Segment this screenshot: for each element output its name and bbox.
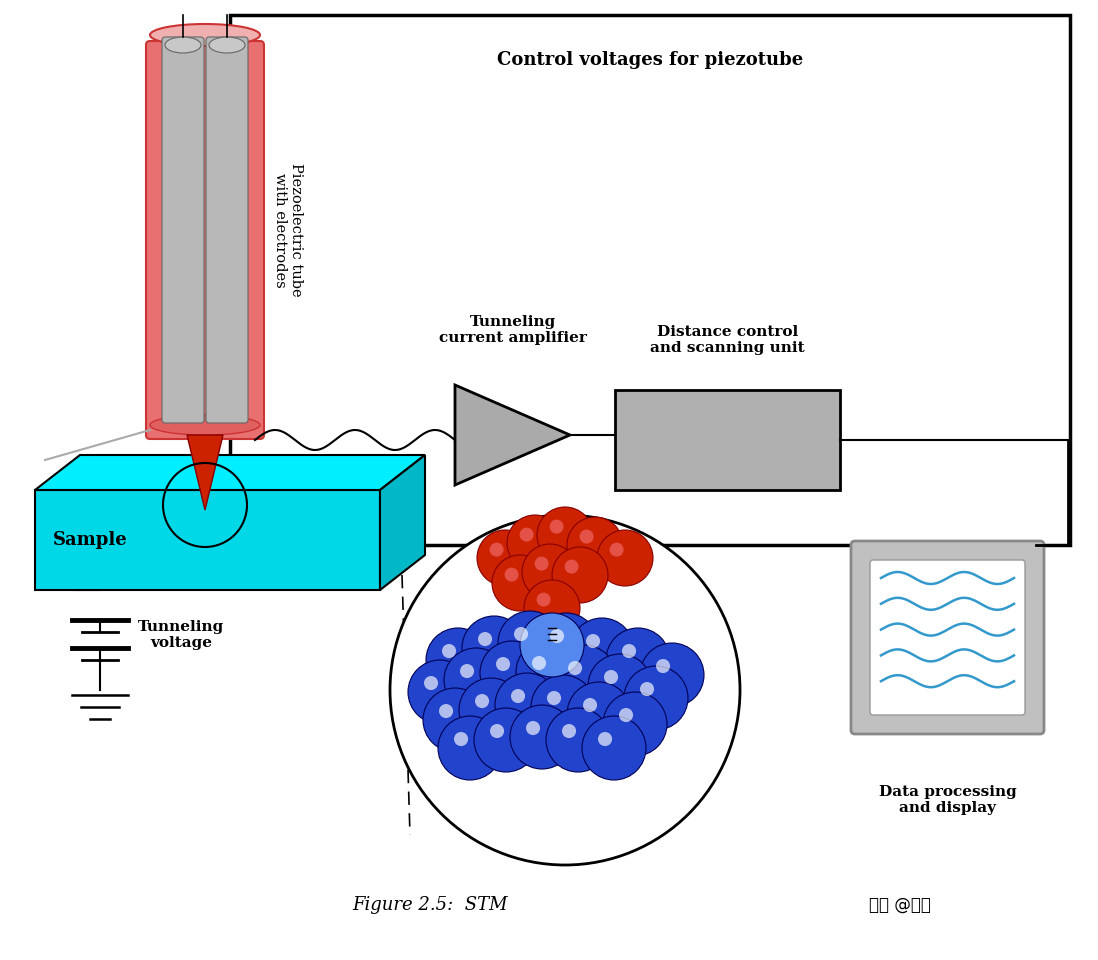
Circle shape: [495, 673, 559, 737]
Ellipse shape: [165, 37, 201, 53]
FancyBboxPatch shape: [206, 37, 248, 423]
Polygon shape: [35, 455, 425, 490]
Bar: [615, 390, 840, 490]
Ellipse shape: [209, 37, 245, 53]
Circle shape: [656, 659, 670, 673]
Ellipse shape: [150, 24, 260, 46]
Circle shape: [589, 654, 652, 718]
Circle shape: [507, 515, 563, 571]
Text: Control voltages for piezotube: Control voltages for piezotube: [497, 51, 803, 69]
Circle shape: [509, 705, 574, 769]
Circle shape: [567, 682, 631, 746]
Circle shape: [552, 547, 608, 603]
Circle shape: [537, 592, 550, 607]
Circle shape: [570, 618, 634, 682]
Circle shape: [426, 628, 490, 692]
Circle shape: [496, 657, 511, 671]
Circle shape: [498, 611, 562, 675]
Circle shape: [550, 629, 564, 643]
Polygon shape: [35, 490, 380, 590]
FancyBboxPatch shape: [146, 41, 264, 439]
Text: Distance control
and scanning unit: Distance control and scanning unit: [650, 324, 805, 355]
Circle shape: [526, 721, 540, 735]
Circle shape: [444, 648, 508, 712]
Circle shape: [522, 544, 578, 600]
Circle shape: [640, 682, 654, 696]
FancyBboxPatch shape: [163, 37, 204, 423]
Text: Data processing
and display: Data processing and display: [878, 785, 1017, 815]
Circle shape: [568, 661, 582, 675]
Circle shape: [453, 732, 468, 746]
Circle shape: [534, 613, 598, 677]
Circle shape: [533, 656, 546, 670]
Circle shape: [492, 555, 548, 611]
Circle shape: [598, 732, 612, 746]
FancyBboxPatch shape: [851, 541, 1044, 734]
Circle shape: [546, 708, 610, 772]
Circle shape: [439, 704, 453, 718]
Circle shape: [424, 676, 438, 690]
Circle shape: [604, 670, 618, 684]
Circle shape: [490, 724, 504, 738]
Circle shape: [586, 634, 601, 648]
Circle shape: [462, 616, 526, 680]
Circle shape: [408, 660, 472, 724]
Circle shape: [621, 644, 636, 659]
Circle shape: [511, 689, 525, 703]
Circle shape: [516, 640, 580, 704]
Ellipse shape: [150, 415, 260, 435]
Circle shape: [537, 507, 593, 563]
Circle shape: [640, 643, 704, 707]
Circle shape: [619, 708, 634, 722]
Circle shape: [460, 664, 474, 678]
Bar: [229, 15, 1069, 545]
Circle shape: [567, 517, 623, 573]
Circle shape: [478, 632, 492, 646]
Circle shape: [490, 542, 504, 557]
Circle shape: [597, 530, 653, 586]
Circle shape: [390, 515, 740, 865]
Circle shape: [550, 519, 563, 534]
Text: Tip: Tip: [145, 482, 175, 498]
Circle shape: [531, 675, 595, 739]
Text: 知乎 @继舜: 知乎 @继舜: [869, 896, 931, 914]
Circle shape: [606, 628, 670, 692]
Circle shape: [564, 560, 579, 574]
Circle shape: [535, 557, 549, 570]
FancyBboxPatch shape: [870, 560, 1026, 715]
Circle shape: [583, 698, 597, 712]
Text: Tunneling
current amplifier: Tunneling current amplifier: [438, 315, 586, 345]
Circle shape: [580, 530, 594, 543]
Text: Piezoelectric tube
with electrodes: Piezoelectric tube with electrodes: [273, 163, 303, 297]
Circle shape: [480, 641, 544, 705]
Circle shape: [438, 716, 502, 780]
Polygon shape: [187, 435, 223, 510]
Circle shape: [609, 542, 624, 557]
Polygon shape: [455, 385, 570, 485]
Circle shape: [477, 530, 533, 586]
Polygon shape: [380, 455, 425, 590]
Circle shape: [524, 580, 580, 636]
Circle shape: [514, 627, 528, 641]
Circle shape: [423, 688, 488, 752]
Circle shape: [442, 644, 456, 659]
Circle shape: [459, 678, 523, 742]
Circle shape: [474, 708, 538, 772]
Circle shape: [552, 645, 616, 709]
Text: Figure 2.5:  STM: Figure 2.5: STM: [352, 896, 507, 914]
Circle shape: [520, 613, 584, 677]
Circle shape: [505, 567, 518, 582]
Circle shape: [475, 694, 489, 708]
Circle shape: [519, 528, 534, 541]
Text: Tunneling
voltage: Tunneling voltage: [138, 620, 224, 650]
Circle shape: [624, 666, 688, 730]
Circle shape: [547, 691, 561, 705]
Circle shape: [562, 724, 576, 738]
Circle shape: [582, 716, 646, 780]
Text: Sample: Sample: [53, 531, 127, 549]
Circle shape: [603, 692, 666, 756]
